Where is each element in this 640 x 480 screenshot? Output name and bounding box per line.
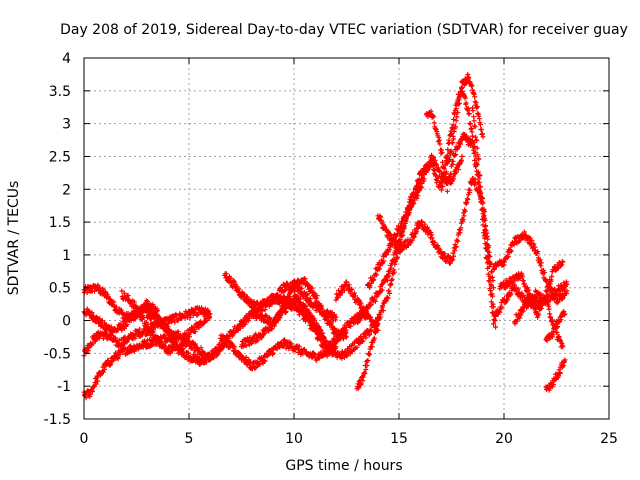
series-arc-e (119, 288, 213, 363)
series-arc-x (512, 288, 566, 350)
point-markers (218, 332, 339, 372)
y-tick-label: 2 (62, 182, 71, 198)
plot-frame (83, 57, 610, 420)
data-points (81, 72, 570, 401)
x-tick-label: 10 (285, 431, 303, 447)
point-markers (491, 229, 570, 306)
y-tick-label: -1 (57, 379, 71, 395)
series-arc-m (291, 289, 381, 361)
y-tick-label: -1.5 (44, 412, 71, 428)
axis-ticks (83, 57, 610, 420)
point-markers (365, 152, 465, 291)
x-tick-label: 25 (600, 431, 618, 447)
x-tick-labels: 0 5 10 15 20 25 (80, 431, 618, 447)
y-tick-label: 3.5 (49, 84, 71, 100)
x-tick-label: 15 (390, 431, 408, 447)
point-markers (512, 288, 566, 350)
x-tick-label: 5 (185, 431, 194, 447)
series-arc-q (365, 152, 465, 291)
y-tick-label: 3 (62, 117, 71, 133)
y-tick-label: 0.5 (49, 281, 71, 297)
series-arc-h (218, 332, 339, 372)
y-tick-label: 0 (62, 314, 71, 330)
y-tick-label: -0.5 (44, 346, 71, 362)
series-arc-z (543, 357, 568, 393)
point-markers (119, 288, 213, 363)
point-markers (543, 357, 568, 393)
point-markers (497, 259, 566, 320)
y-axis-label: SDTVAR / TECUs (6, 181, 22, 296)
chart-title: Day 208 of 2019, Sidereal Day-to-day VTE… (60, 22, 628, 38)
y-tick-label: 1 (62, 248, 71, 264)
y-tick-label: 1.5 (49, 215, 71, 231)
x-tick-label: 20 (495, 431, 513, 447)
point-markers (291, 289, 381, 361)
x-tick-label: 0 (80, 431, 89, 447)
series-arc-v (491, 229, 570, 306)
y-tick-label: 4 (62, 51, 71, 67)
point-markers (543, 309, 568, 344)
series-arc-y (543, 309, 568, 344)
y-tick-label: 2.5 (49, 149, 71, 165)
x-axis-label: GPS time / hours (285, 458, 402, 474)
series-arc-w (497, 259, 566, 320)
y-tick-labels: -1.5 -1 -0.5 0 0.5 1 1.5 2 2.5 3 3.5 4 (44, 51, 71, 428)
